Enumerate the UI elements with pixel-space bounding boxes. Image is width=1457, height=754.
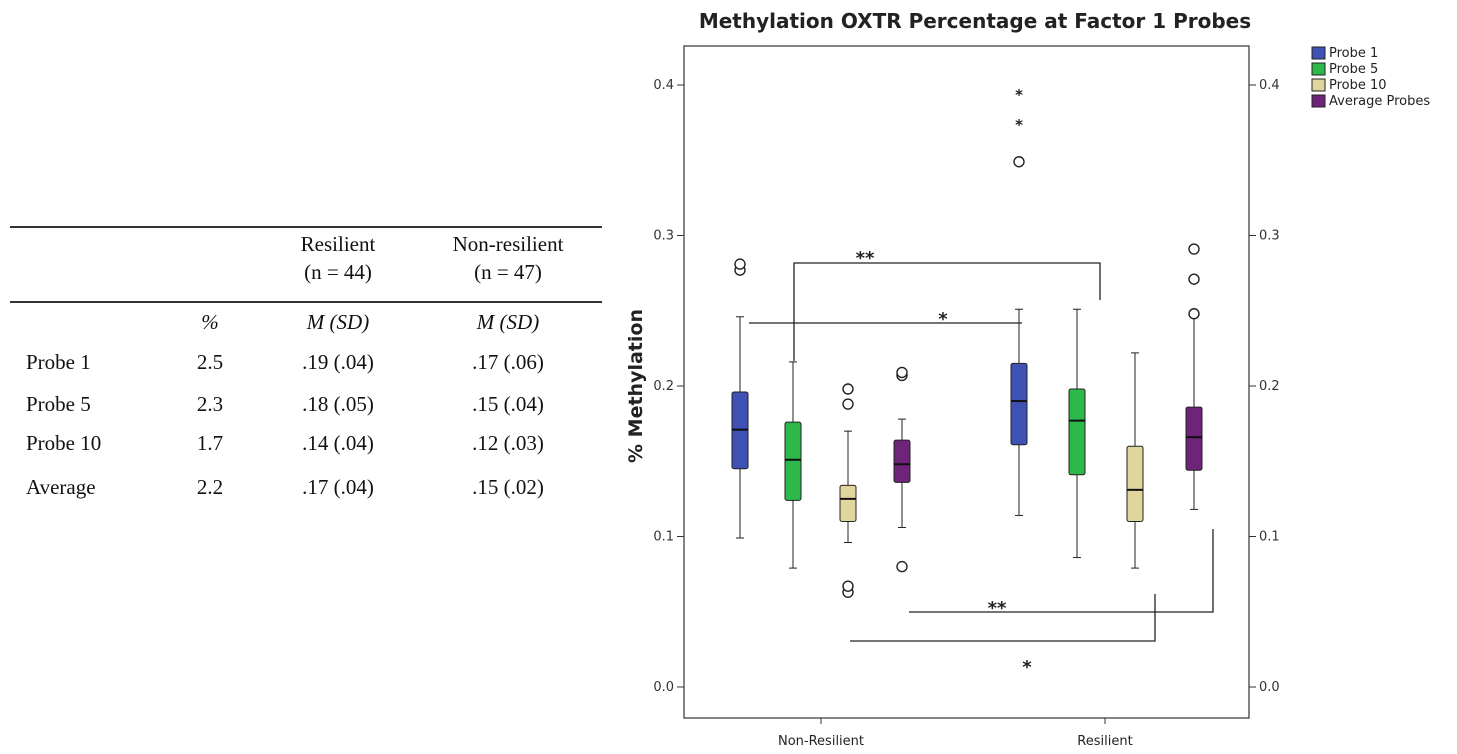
x-category-label: Non-Resilient (778, 734, 864, 749)
significance-bracket (850, 594, 1156, 642)
outlier-point (1188, 243, 1200, 255)
boxplot-chart: Methylation OXTR Percentage at Factor 1 … (625, 9, 1430, 749)
plot-area: 0.0 0.0 0.1 0.1 0.2 0.2 0.3 0.3 0.4 0.4 Non-Resili… (653, 45, 1280, 749)
subheader-resilient: M (SD) (306, 310, 370, 334)
significance-label: ** (856, 248, 875, 269)
outlier-point (896, 366, 908, 379)
row-label: Probe 5 (26, 392, 91, 416)
legend-swatch (1311, 78, 1326, 92)
outlier-point (1013, 156, 1025, 168)
extreme-point: * (1015, 116, 1023, 134)
significance-bracket (909, 529, 1214, 613)
header-nonresilient-n: (n = 47) (474, 260, 542, 284)
legend-label: Probe 1 (1329, 46, 1378, 61)
box-probe-1-non-resilient (731, 258, 749, 539)
legend-label: Probe 10 (1329, 78, 1387, 93)
box-body (839, 484, 857, 522)
significance-label: * (938, 309, 948, 330)
y-tick-label-left: 0.2 (653, 379, 674, 394)
legend-label: Probe 5 (1329, 62, 1378, 77)
outlier-point (734, 258, 746, 270)
box-average-probes-non-resilient (893, 366, 911, 573)
box-body (1010, 362, 1028, 446)
legend-label: Average Probes (1329, 94, 1430, 109)
row-percent: 2.3 (196, 392, 224, 416)
row-resilient: .14 (.04) (302, 431, 374, 455)
outlier-point (842, 580, 854, 592)
legend-swatch (1311, 94, 1326, 108)
box-probe-10-non-resilient (839, 383, 857, 598)
legend-swatch (1311, 46, 1326, 60)
y-tick-label-right: 0.1 (1259, 530, 1280, 545)
box-body (893, 439, 911, 483)
header-resilient: Resilient (300, 232, 376, 256)
row-percent: 1.7 (196, 431, 224, 455)
y-axis-title: % Methylation (625, 309, 647, 463)
row-label: Probe 1 (26, 350, 91, 374)
row-nonresilient: .15 (.02) (472, 475, 544, 499)
subheader-nonresilient: M (SD) (476, 310, 540, 334)
outlier-point (842, 398, 854, 410)
box-body (1185, 406, 1203, 471)
row-resilient: .17 (.04) (302, 475, 374, 499)
chart-title: Methylation OXTR Percentage at Factor 1 … (699, 9, 1251, 33)
legend-swatch (1311, 62, 1326, 76)
y-tick-label-right: 0.4 (1259, 78, 1280, 93)
box-body (784, 421, 802, 501)
y-tick-label-right: 0.2 (1259, 379, 1280, 394)
row-percent: 2.5 (196, 350, 224, 374)
x-category-label: Resilient (1077, 734, 1132, 749)
box-body (1126, 445, 1144, 522)
y-tick-label-left: 0.3 (653, 229, 674, 244)
row-percent: 2.2 (196, 475, 224, 499)
y-tick-label-left: 0.0 (653, 680, 674, 695)
box-probe-10-resilient (1126, 352, 1144, 569)
row-resilient: .19 (.04) (302, 350, 374, 374)
y-tick-label-right: 0.3 (1259, 229, 1280, 244)
significance-label: * (1022, 657, 1032, 678)
outlier-point (896, 560, 908, 573)
outlier-point (842, 383, 854, 395)
subheader-percent: % (201, 310, 219, 334)
box-body (1068, 388, 1086, 476)
plot-frame (683, 45, 1250, 719)
significance-bracket (793, 262, 1101, 361)
row-label: Probe 10 (26, 431, 102, 455)
header-nonresilient: Non-resilient (452, 232, 564, 256)
box-probe-1-resilient: ** (1010, 86, 1028, 516)
row-nonresilient: .15 (.04) (472, 392, 544, 416)
table-top-rule (10, 226, 602, 228)
outlier-point (1188, 273, 1200, 285)
y-tick-label-left: 0.4 (653, 78, 674, 93)
significance-label: ** (988, 598, 1007, 619)
box-average-probes-resilient (1185, 243, 1203, 510)
table-header-rule (10, 301, 602, 303)
box-probe-5-non-resilient (784, 361, 802, 569)
y-tick-label-right: 0.0 (1259, 680, 1280, 695)
row-nonresilient: .17 (.06) (472, 350, 544, 374)
outlier-point (1188, 308, 1200, 320)
box-probe-5-resilient (1068, 308, 1086, 559)
header-resilient-n: (n = 44) (304, 260, 372, 284)
extreme-point: * (1015, 86, 1023, 104)
row-label: Average (26, 475, 96, 499)
row-resilient: .18 (.05) (302, 392, 374, 416)
y-tick-label-left: 0.1 (653, 530, 674, 545)
row-nonresilient: .12 (.03) (472, 431, 544, 455)
